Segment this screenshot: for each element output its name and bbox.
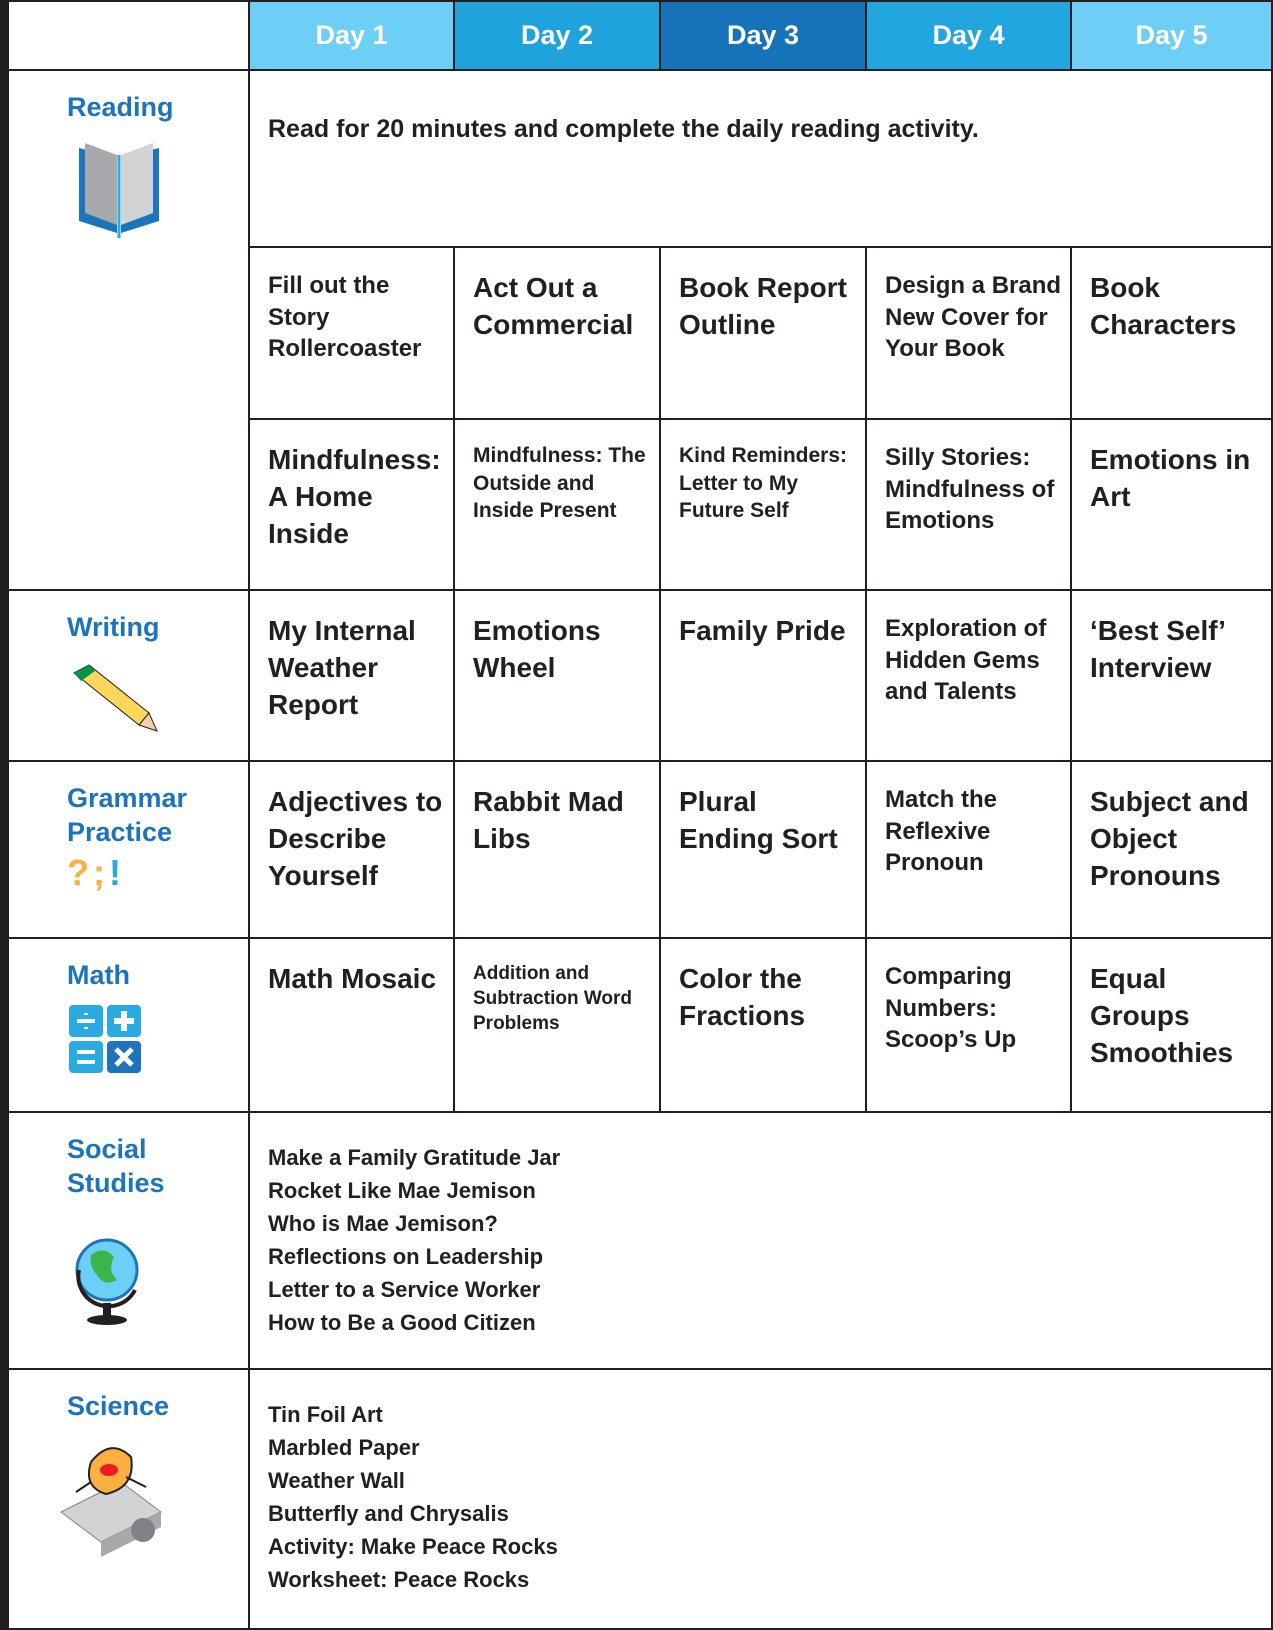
symbol: ! (109, 851, 125, 893)
list-item: Reflections on Leadership (268, 1244, 544, 1269)
activity-cell: Subject and Object Pronouns (1072, 762, 1273, 939)
day-header: Day 2 (455, 2, 661, 71)
activity-cell: Emotions in Art (1072, 420, 1273, 591)
science-icon (60, 1447, 162, 1557)
activity-cell: My Internal Weather Report (250, 591, 455, 762)
list-item: Activity: Make Peace Rocks (268, 1534, 558, 1559)
activity-list: Make a Family Gratitude Jar Rocket Like M… (250, 1113, 1273, 1370)
book-icon (79, 143, 159, 238)
subject-cell: Grammar Practice?;! (9, 762, 250, 939)
activity-cell: Silly Stories: Mindfulness of Emotions (867, 420, 1072, 591)
activity-cell: Rabbit Mad Libs (455, 762, 661, 939)
day-header: Day 5 (1072, 2, 1273, 71)
subject-cell: Science (9, 1370, 250, 1630)
subject-label: Math (67, 960, 130, 990)
subject-cell: Social Studies (9, 1113, 250, 1370)
activity-cell: Act Out a Commercial (455, 248, 661, 420)
subject-label: Reading (67, 92, 174, 122)
list-item: Butterfly and Chrysalis (268, 1501, 509, 1526)
activity-cell: Comparing Numbers: Scoop’s Up (867, 939, 1072, 1113)
activity-cell: Mindfulness: The Outside and Inside Pres… (455, 420, 661, 591)
subject-icon (69, 663, 169, 742)
day-header: Day 1 (250, 2, 455, 71)
reading-intro: Read for 20 minutes and complete the dai… (250, 71, 1273, 248)
subject-cell: Writing (9, 591, 250, 762)
activity-cell: Equal Groups Smoothies (1072, 939, 1273, 1113)
subject-cell: Math (9, 939, 250, 1113)
day-header: Day 4 (867, 2, 1072, 71)
list-item: Rocket Like Mae Jemison (268, 1178, 536, 1203)
border (0, 0, 9, 1630)
border (0, 0, 1273, 2)
symbol: ; (93, 851, 109, 893)
subject-label: Science (67, 1391, 170, 1421)
activity-cell: Book Report Outline (661, 248, 867, 420)
activity-list: Tin Foil Art Marbled Paper Weather Wall But… (250, 1370, 1273, 1630)
activity-cell: Match the Reflexive Pronoun (867, 762, 1072, 939)
activity-cell: Exploration of Hidden Gems and Talents (867, 591, 1072, 762)
list-item: Marbled Paper (268, 1435, 420, 1460)
activity-cell: Adjectives to Describe Yourself (250, 762, 455, 939)
subject-icon (60, 1432, 191, 1571)
symbol: ? (67, 851, 93, 893)
activity-cell: Emotions Wheel (455, 591, 661, 762)
subject-icon (69, 133, 169, 252)
math-icon (69, 1005, 141, 1073)
activity-cell: Fill out the Story Rollercoaster (250, 248, 455, 420)
grammar-symbols: ?;! (67, 850, 248, 895)
activity-cell: Addition and Subtraction Word Problems (455, 939, 661, 1113)
list-item: Letter to a Service Worker (268, 1277, 541, 1302)
activity-cell: Plural Ending Sort (661, 762, 867, 939)
day-header: Day 3 (661, 2, 867, 71)
subject-icon (69, 1225, 149, 1344)
subject-cell: Reading (9, 71, 250, 591)
activity-cell: Design a Brand New Cover for Your Book (867, 248, 1072, 420)
list-item: How to Be a Good Citizen (268, 1310, 536, 1335)
globe-icon (75, 1238, 139, 1325)
subject-label: Social Studies (67, 1134, 165, 1198)
list-item: Make a Family Gratitude Jar (268, 1145, 561, 1170)
list-item: Who is Mae Jemison? (268, 1211, 498, 1236)
activity-cell: ‘Best Self’ Interview (1072, 591, 1273, 762)
subject-label: Writing (67, 612, 160, 642)
activity-cell: Family Pride (661, 591, 867, 762)
pencil-icon (73, 664, 158, 732)
subject-label: Grammar Practice (67, 783, 188, 847)
activity-cell: Math Mosaic (250, 939, 455, 1113)
corner-cell (9, 2, 250, 71)
activity-cell: Color the Fractions (661, 939, 867, 1113)
activity-cell: Book Characters (1072, 248, 1273, 420)
activity-cell: Mindfulness: A Home Inside (250, 420, 455, 591)
list-item: Tin Foil Art (268, 1402, 383, 1427)
list-item: Worksheet: Peace Rocks (268, 1567, 530, 1592)
list-item: Weather Wall (268, 1468, 405, 1493)
activity-cell: Kind Reminders: Letter to My Future Self (661, 420, 867, 591)
subject-icon (69, 1005, 149, 1086)
